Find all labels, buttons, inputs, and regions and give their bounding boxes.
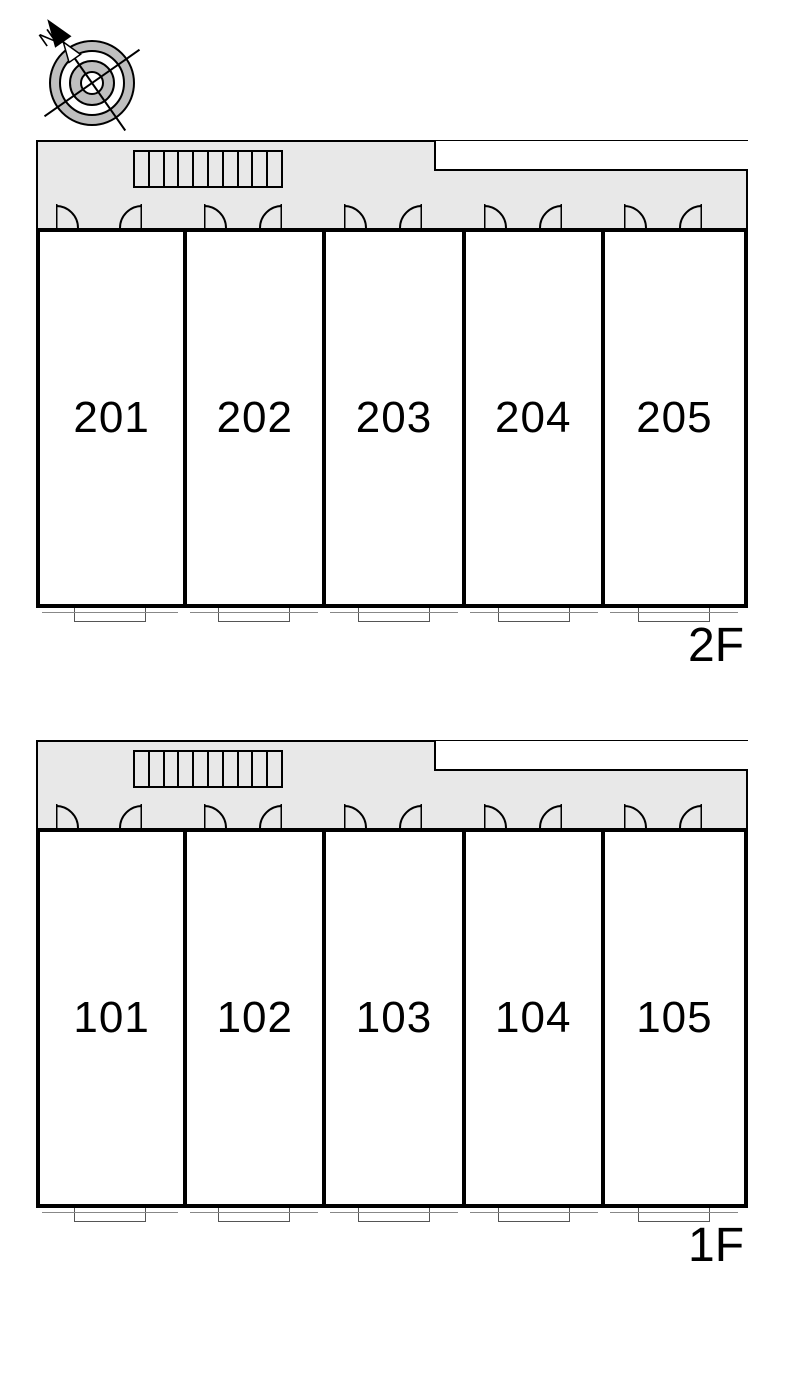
corridor-step bbox=[434, 741, 748, 771]
unit-label: 102 bbox=[217, 993, 293, 1043]
unit-label: 104 bbox=[495, 993, 571, 1043]
door-row bbox=[38, 798, 746, 828]
window-notches bbox=[36, 608, 748, 630]
stairs-icon bbox=[133, 150, 283, 188]
unit-label: 203 bbox=[356, 393, 432, 443]
door-icon bbox=[116, 802, 142, 828]
floorplan-canvas: N bbox=[0, 0, 800, 1373]
corridor-step bbox=[434, 141, 748, 171]
unit-205: 205 bbox=[605, 232, 744, 604]
door-icon bbox=[56, 802, 82, 828]
window-notch bbox=[358, 608, 430, 622]
door-icon bbox=[344, 802, 370, 828]
unit-105: 105 bbox=[605, 832, 744, 1204]
door-icon bbox=[536, 202, 562, 228]
door-icon bbox=[256, 802, 282, 828]
door-icon bbox=[536, 802, 562, 828]
unit-204: 204 bbox=[466, 232, 605, 604]
unit-label: 103 bbox=[356, 993, 432, 1043]
window-notch bbox=[74, 608, 146, 622]
door-icon bbox=[624, 802, 650, 828]
unit-label: 101 bbox=[73, 993, 149, 1043]
unit-201: 201 bbox=[40, 232, 187, 604]
floor-label-1F: 1F bbox=[688, 1218, 744, 1273]
stairs-icon bbox=[133, 750, 283, 788]
window-notch bbox=[498, 1208, 570, 1222]
unit-label: 105 bbox=[636, 993, 712, 1043]
window-notches bbox=[36, 1208, 748, 1230]
door-icon bbox=[624, 202, 650, 228]
unit-103: 103 bbox=[326, 832, 465, 1204]
unit-row: 101 102 103 104 105 bbox=[36, 828, 748, 1208]
unit-label: 201 bbox=[73, 393, 149, 443]
window-notch bbox=[358, 1208, 430, 1222]
door-icon bbox=[344, 202, 370, 228]
floor-2F: 201 202 203 204 205 bbox=[36, 140, 748, 630]
floor-1F: 101 102 103 104 105 bbox=[36, 740, 748, 1230]
floor-label-2F: 2F bbox=[688, 618, 744, 673]
door-icon bbox=[676, 802, 702, 828]
unit-202: 202 bbox=[187, 232, 326, 604]
door-icon bbox=[56, 202, 82, 228]
door-icon bbox=[116, 202, 142, 228]
window-notch bbox=[218, 1208, 290, 1222]
door-icon bbox=[396, 202, 422, 228]
unit-104: 104 bbox=[466, 832, 605, 1204]
compass-icon: N bbox=[20, 5, 160, 150]
corridor bbox=[36, 740, 748, 828]
unit-label: 205 bbox=[636, 393, 712, 443]
unit-101: 101 bbox=[40, 832, 187, 1204]
unit-row: 201 202 203 204 205 bbox=[36, 228, 748, 608]
unit-203: 203 bbox=[326, 232, 465, 604]
unit-label: 204 bbox=[495, 393, 571, 443]
door-icon bbox=[204, 802, 230, 828]
door-row bbox=[38, 198, 746, 228]
window-notch bbox=[498, 608, 570, 622]
door-icon bbox=[256, 202, 282, 228]
window-notch bbox=[74, 1208, 146, 1222]
unit-102: 102 bbox=[187, 832, 326, 1204]
door-icon bbox=[484, 202, 510, 228]
door-icon bbox=[204, 202, 230, 228]
door-icon bbox=[484, 802, 510, 828]
corridor bbox=[36, 140, 748, 228]
door-icon bbox=[676, 202, 702, 228]
door-icon bbox=[396, 802, 422, 828]
unit-label: 202 bbox=[217, 393, 293, 443]
window-notch bbox=[218, 608, 290, 622]
